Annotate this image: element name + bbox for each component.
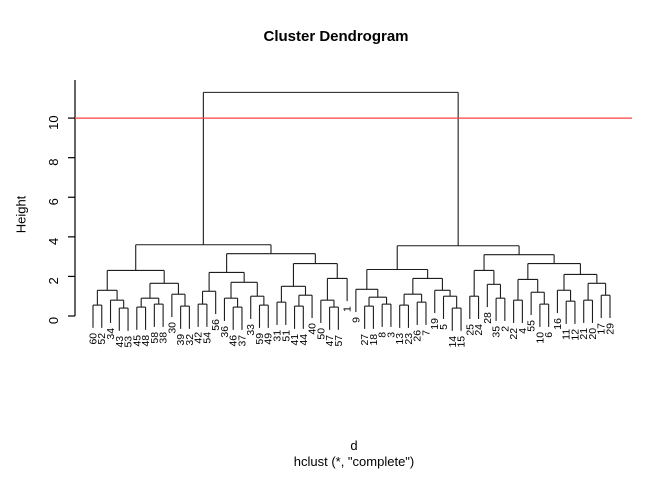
leaf-label: 53 — [123, 336, 135, 348]
x-axis-sublabel: hclust (*, "complete") — [293, 454, 415, 469]
y-tick-label: 8 — [46, 159, 61, 166]
leaf-label: 28 — [482, 312, 494, 324]
leaf-label: 12 — [569, 329, 581, 341]
leaf-label: 51 — [280, 330, 292, 342]
leaf-label: 2 — [499, 326, 511, 332]
leaf-label: 33 — [245, 324, 257, 336]
leaf-label: 59 — [254, 333, 266, 345]
leaf-label: 25 — [464, 324, 476, 336]
leaf-label: 23 — [403, 333, 415, 345]
leaf-label: 44 — [298, 334, 310, 346]
leaf-label: 18 — [368, 334, 380, 346]
leaf-label: 5 — [438, 324, 450, 330]
leaf-label: 60 — [88, 333, 100, 345]
leaf-label: 47 — [324, 335, 336, 347]
leaf-label: 24 — [473, 324, 485, 336]
leaf-label: 48 — [140, 335, 152, 347]
leaf-label: 43 — [114, 336, 126, 348]
leaf-label: 6 — [543, 332, 555, 338]
leaf-label: 40 — [307, 323, 319, 335]
leaf-label: 54 — [201, 332, 213, 344]
dendrogram-branches — [92, 91, 611, 331]
leaf-label: 55 — [526, 320, 538, 332]
leaf-label: 19 — [429, 318, 441, 330]
leaf-label: 56 — [210, 319, 222, 331]
leaf-label: 37 — [236, 335, 248, 347]
leaf-label: 38 — [158, 332, 170, 344]
leaf-label: 32 — [184, 334, 196, 346]
y-tick-label: 10 — [46, 115, 61, 129]
leaf-label: 1 — [342, 306, 354, 312]
leaf-label: 22 — [508, 328, 520, 340]
leaf-label: 36 — [219, 326, 231, 338]
leaf-label: 45 — [131, 335, 143, 347]
leaf-label: 20 — [587, 328, 599, 340]
leaf-label: 21 — [578, 328, 590, 340]
leaf-label: 31 — [272, 330, 284, 342]
leaf-label: 52 — [96, 333, 108, 345]
leaf-label: 10 — [534, 332, 546, 344]
leaf-label: 15 — [456, 336, 468, 348]
leaf-label: 3 — [385, 332, 397, 338]
leaf-label: 41 — [289, 334, 301, 346]
leaf-label: 39 — [175, 334, 187, 346]
leaf-label: 4 — [517, 328, 529, 334]
leaf-label: 16 — [552, 318, 564, 330]
leaf-label: 29 — [605, 323, 617, 335]
leaf-label: 8 — [377, 332, 389, 338]
leaf-label: 13 — [394, 333, 406, 345]
leaf-label: 9 — [350, 317, 362, 323]
leaf-label: 57 — [333, 335, 345, 347]
leaf-label: 14 — [447, 336, 459, 348]
leaf-label: 50 — [315, 328, 327, 340]
leaf-labels: 6052344353454858383039324254563646373359… — [88, 306, 617, 348]
leaf-label: 27 — [359, 334, 371, 346]
leaf-label: 11 — [561, 329, 573, 340]
leaf-label: 26 — [412, 330, 424, 342]
leaf-label: 34 — [105, 328, 117, 340]
leaf-label: 42 — [193, 332, 205, 344]
leaf-label: 30 — [166, 322, 178, 334]
plot-title: Cluster Dendrogram — [263, 28, 409, 45]
x-axis-label: d — [350, 438, 358, 453]
y-tick-label: 2 — [46, 277, 61, 284]
leaf-label: 46 — [228, 335, 240, 347]
y-tick-label: 6 — [46, 198, 61, 205]
leaf-label: 49 — [263, 333, 275, 345]
y-tick-label: 4 — [46, 238, 61, 245]
leaf-label: 58 — [149, 332, 161, 344]
y-axis: 0 2 4 6 8 10 — [46, 80, 76, 324]
leaf-label: 35 — [491, 326, 503, 338]
leaf-label: 17 — [596, 323, 608, 335]
leaf-label: 7 — [420, 330, 432, 336]
y-tick-label: 0 — [46, 317, 61, 324]
